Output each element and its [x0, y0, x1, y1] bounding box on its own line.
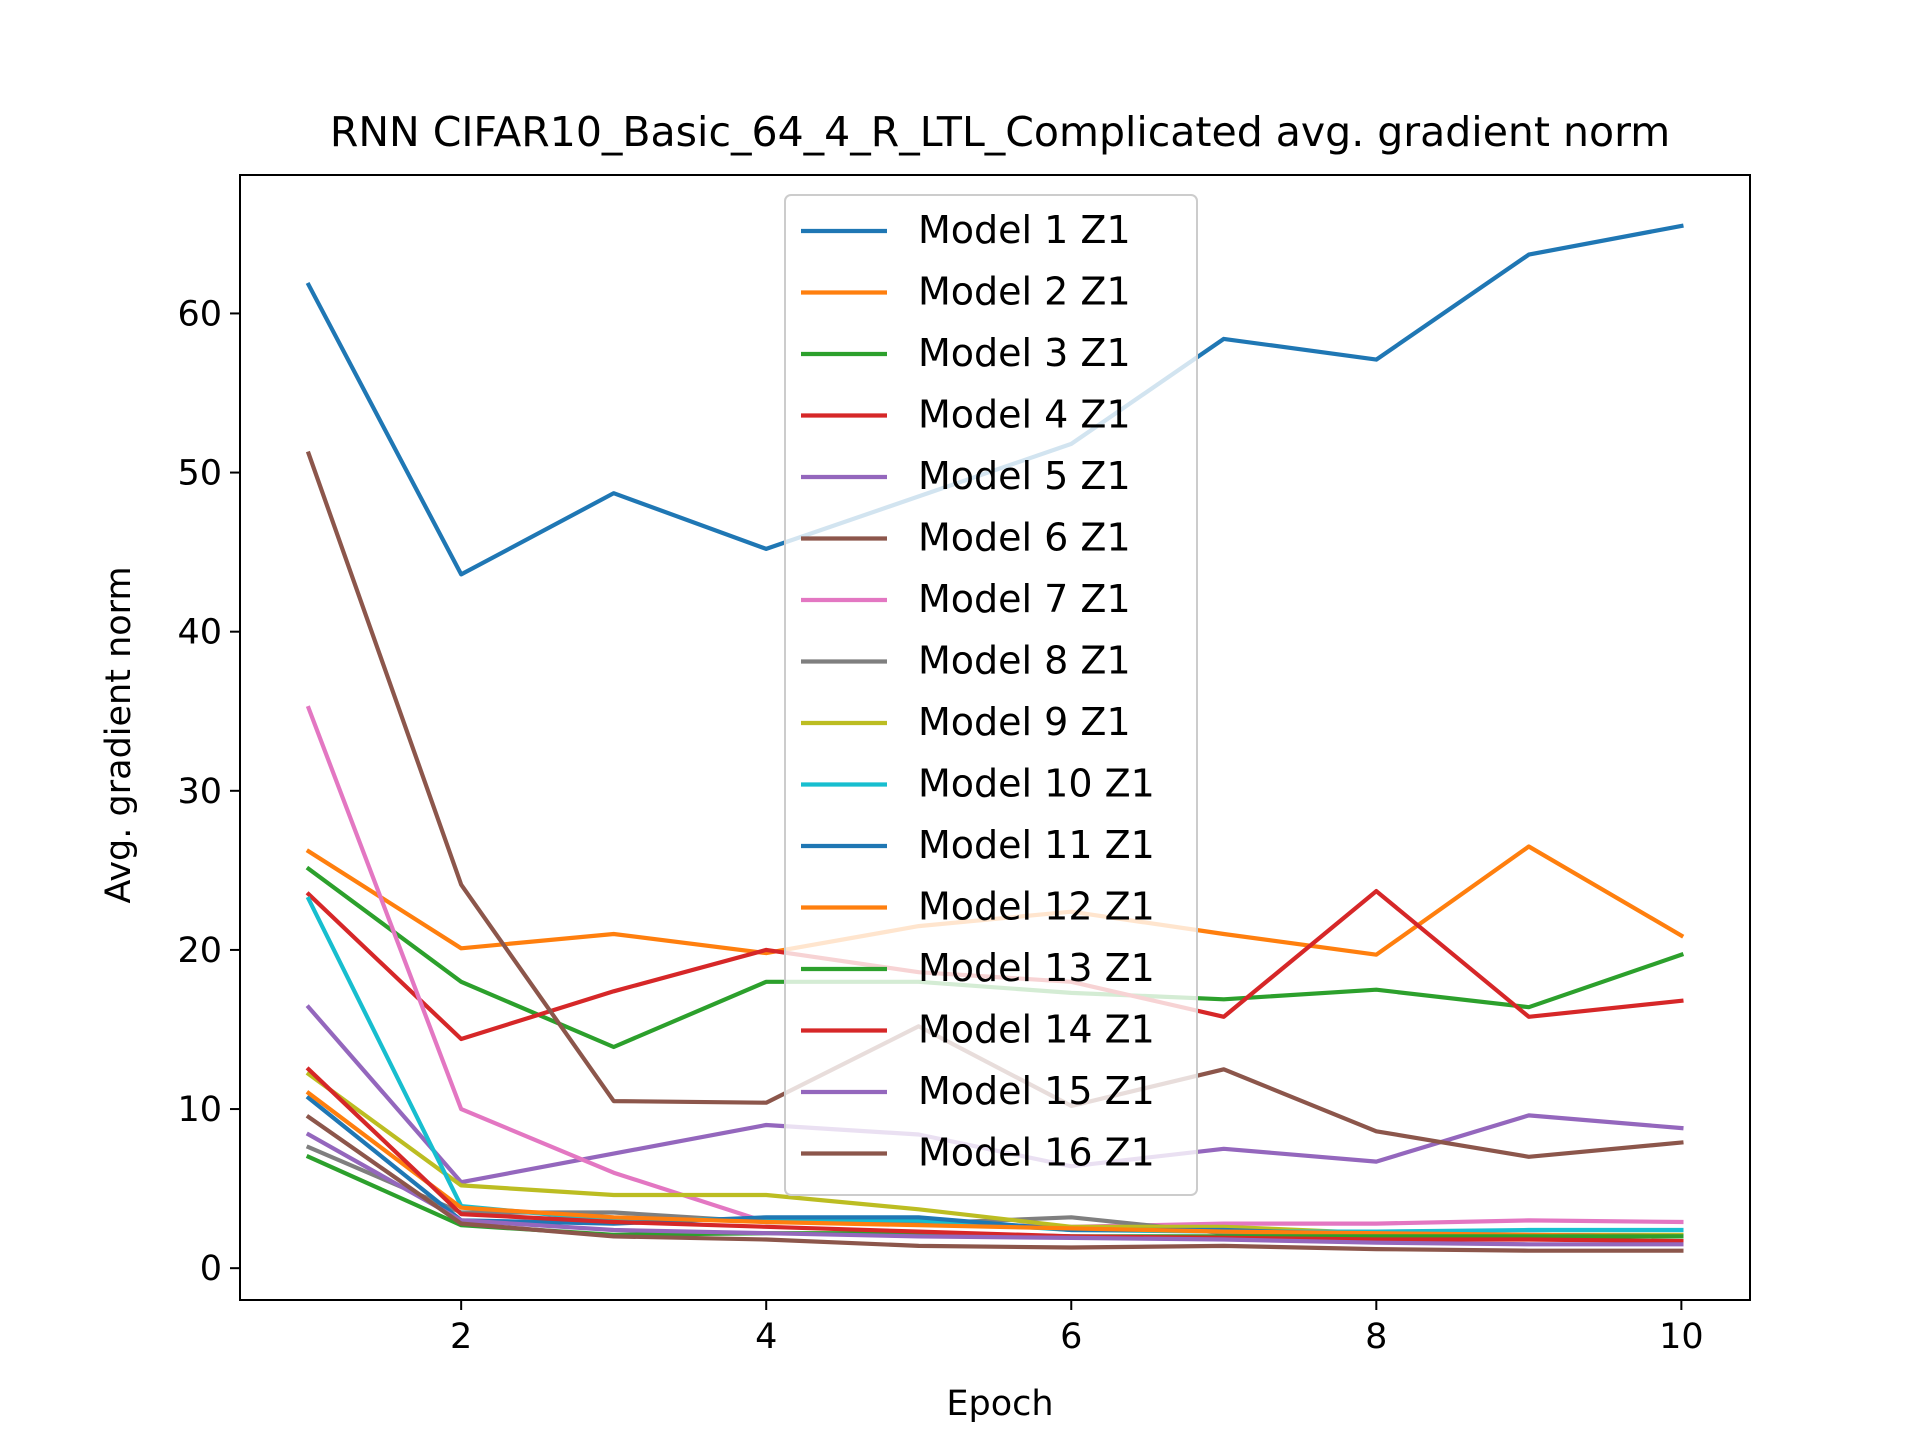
chart-title: RNN CIFAR10_Basic_64_4_R_LTL_Complicated…: [330, 108, 1670, 156]
x-tick-label: 2: [450, 1317, 472, 1357]
plot-frame: [239, 174, 1751, 1301]
y-tick-label: 60: [177, 294, 222, 334]
legend-label-model-3: Model 3 Z1: [918, 331, 1131, 375]
legend-label-model-4: Model 4 Z1: [918, 393, 1131, 437]
y-tick-label: 50: [177, 454, 222, 494]
y-tick-label: 20: [177, 931, 222, 971]
legend-label-model-14: Model 14 Z1: [918, 1008, 1155, 1052]
legend-label-model-5: Model 5 Z1: [918, 454, 1131, 498]
y-tick-label: 30: [177, 772, 222, 812]
axes-layer: 2 4 6 8 10 0 10 20 30 40 50 60: [177, 174, 1751, 1357]
legend: Model 1 Z1 Model 2 Z1 Model 3 Z1 Model 4 Z1…: [784, 194, 1198, 1196]
y-tick-label: 0: [200, 1249, 222, 1289]
x-tick-label: 4: [755, 1317, 777, 1357]
series-line-model-12: [305, 1090, 1684, 1239]
legend-label-model-12: Model 12 Z1: [918, 885, 1155, 929]
legend-label-model-16: Model 16 Z1: [918, 1131, 1155, 1175]
series-layer: [305, 223, 1685, 1253]
legend-label-model-10: Model 10 Z1: [918, 762, 1155, 806]
series-line-model-15: [305, 1131, 1684, 1247]
x-axis-label: Epoch: [946, 1384, 1053, 1424]
legend-label-model-2: Model 2 Z1: [918, 270, 1131, 314]
y-tick-label: 40: [177, 613, 222, 653]
legend-label-model-6: Model 6 Z1: [918, 516, 1131, 560]
legend-label-model-15: Model 15 Z1: [918, 1069, 1155, 1113]
legend-label-model-7: Model 7 Z1: [918, 577, 1131, 621]
legend-label-model-8: Model 8 Z1: [918, 639, 1131, 683]
legend-box: [784, 194, 1198, 1196]
legend-label-model-13: Model 13 Z1: [918, 946, 1155, 990]
legend-label-model-9: Model 9 Z1: [918, 700, 1131, 744]
series-line-model-14: [305, 1066, 1684, 1244]
series-line-model-16: [305, 1114, 1684, 1253]
y-tick-label: 10: [177, 1090, 222, 1130]
x-tick-label: 10: [1659, 1317, 1704, 1357]
legend-label-model-1: Model 1 Z1: [918, 208, 1131, 252]
y-axis-label: Avg. gradient norm: [99, 566, 139, 903]
legend-label-model-11: Model 11 Z1: [918, 823, 1155, 867]
x-tick-label: 8: [1365, 1317, 1387, 1357]
x-tick-label: 6: [1060, 1317, 1082, 1357]
